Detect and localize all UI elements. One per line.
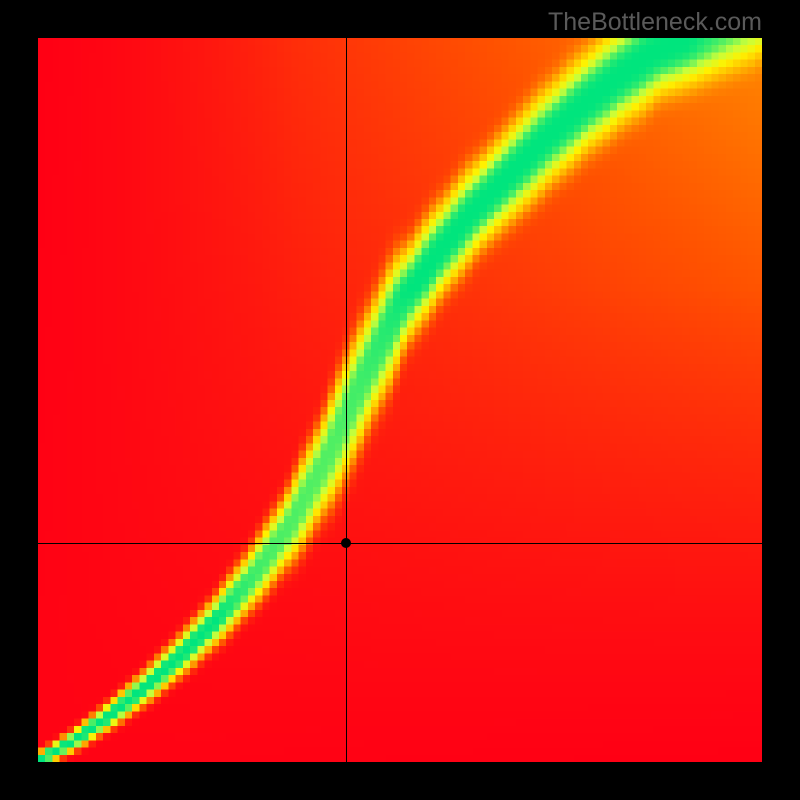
- bottleneck-heatmap: [38, 38, 762, 762]
- watermark-text: TheBottleneck.com: [548, 8, 762, 37]
- chart-container: TheBottleneck.com: [0, 0, 800, 800]
